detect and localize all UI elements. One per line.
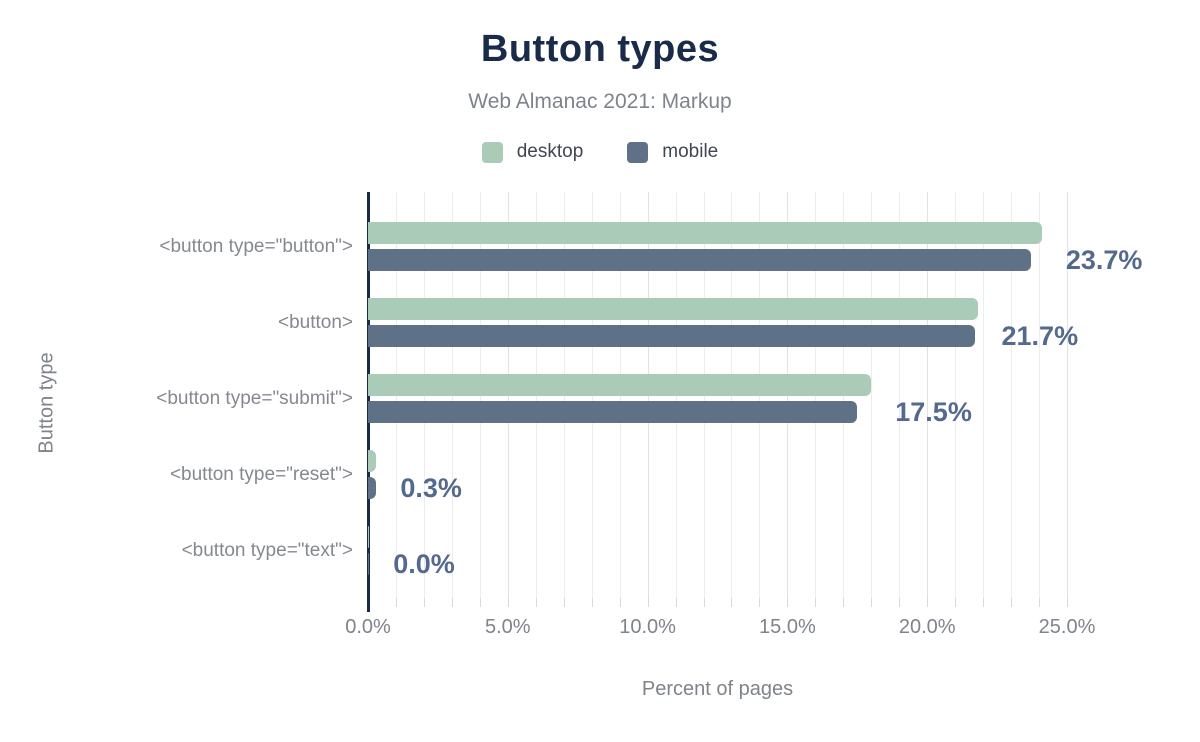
category-label: <button type="button"> (159, 236, 353, 257)
gridline (479, 192, 481, 606)
gridline (983, 192, 985, 606)
x-tick (675, 598, 677, 607)
x-tick (619, 598, 621, 607)
x-tick-label: 5.0% (485, 616, 531, 638)
x-tick (703, 598, 705, 607)
bar-desktop (368, 450, 377, 472)
bar-desktop (368, 222, 1042, 244)
x-tick (423, 598, 425, 607)
desktop-swatch-icon (481, 141, 503, 163)
x-tick (507, 598, 509, 607)
x-tick (1039, 598, 1041, 607)
gridline (899, 192, 901, 606)
x-tick (451, 598, 453, 607)
gridline (563, 192, 565, 606)
gridline (507, 192, 509, 606)
gridline (423, 192, 425, 606)
x-tick (479, 598, 481, 607)
value-annotation: 17.5% (895, 397, 972, 427)
gridline (535, 192, 537, 606)
x-tick-label: 10.0% (619, 616, 676, 638)
x-tick (731, 598, 733, 607)
x-tick (647, 598, 649, 607)
x-tick (843, 598, 845, 607)
x-tick-label: 20.0% (898, 616, 956, 638)
x-tick (395, 598, 397, 607)
gridline (619, 192, 621, 606)
gridline (703, 192, 705, 606)
bar-mobile (368, 325, 975, 347)
x-tick (535, 598, 537, 607)
gridline (731, 192, 733, 606)
bar-mobile (368, 477, 377, 499)
gridline (871, 192, 873, 606)
category-label: <button> (277, 312, 353, 333)
gridline (1039, 192, 1041, 606)
x-axis-title: Percent of pages (641, 678, 794, 700)
x-tick (983, 598, 985, 607)
x-tick (899, 598, 901, 607)
legend: desktop mobile (0, 141, 1200, 163)
gridline (647, 192, 649, 606)
bar-mobile (368, 553, 370, 575)
category-label: <button type="reset"> (169, 464, 353, 485)
gridline (955, 192, 957, 606)
value-annotation: 21.7% (1001, 321, 1079, 351)
x-tick (815, 598, 817, 607)
x-tick (1011, 598, 1013, 607)
bar-mobile (368, 401, 858, 423)
gridline (1011, 192, 1013, 606)
value-annotation: 23.7% (1065, 245, 1143, 275)
x-tick-label: 15.0% (759, 616, 816, 638)
x-tick-label: 25.0% (1038, 616, 1096, 638)
chart-subtitle: Web Almanac 2021: Markup (468, 90, 732, 113)
value-annotation: 0.0% (393, 549, 455, 579)
legend-item-mobile: mobile (627, 141, 718, 163)
bar-mobile (368, 249, 1031, 271)
gridline (675, 192, 677, 606)
x-tick (927, 598, 929, 607)
gridline (1067, 192, 1068, 606)
x-tick (955, 598, 957, 607)
gridline (787, 192, 789, 606)
value-annotation: 0.3% (400, 473, 462, 503)
gridline (451, 192, 453, 606)
chart-title: Button types (480, 28, 720, 70)
legend-label-mobile: mobile (662, 141, 719, 162)
gridline (843, 192, 845, 606)
x-tick (563, 598, 565, 607)
gridline (815, 192, 817, 606)
bar-desktop (368, 298, 978, 320)
mobile-swatch-icon (627, 141, 649, 163)
legend-item-desktop: desktop (481, 141, 584, 163)
x-tick (591, 598, 593, 607)
x-tick-label: 0.0% (345, 616, 391, 638)
x-tick (1067, 598, 1068, 607)
legend-label-desktop: desktop (516, 141, 584, 162)
x-tick (759, 598, 761, 607)
gridline (591, 192, 593, 606)
gridline (927, 192, 929, 606)
bar-desktop (368, 526, 370, 548)
category-label: <button type="text"> (181, 540, 353, 561)
category-label: <button type="submit"> (156, 388, 353, 409)
gridline (395, 192, 397, 606)
gridline (759, 192, 761, 606)
x-tick (871, 598, 873, 607)
x-tick (787, 598, 789, 607)
bar-desktop (368, 374, 872, 396)
